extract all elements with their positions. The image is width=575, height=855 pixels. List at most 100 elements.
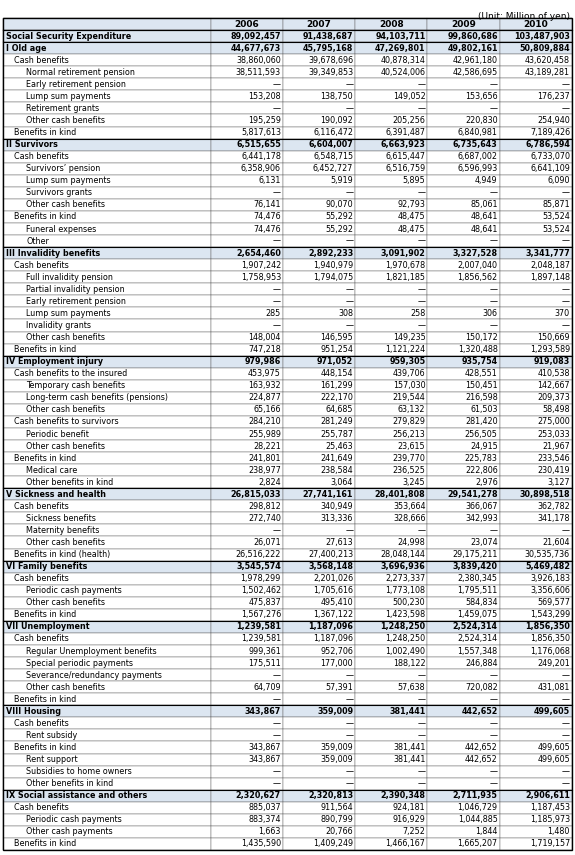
Text: Other cash benefits: Other cash benefits — [26, 333, 105, 342]
Bar — [427, 308, 500, 320]
Bar — [3, 42, 210, 54]
Text: 2,824: 2,824 — [258, 478, 281, 486]
Bar — [500, 392, 572, 404]
Text: 890,799: 890,799 — [320, 816, 353, 824]
Bar — [355, 476, 427, 488]
Text: Survivors grants: Survivors grants — [26, 188, 93, 198]
Text: 28,048,144: 28,048,144 — [381, 550, 426, 559]
Bar — [427, 79, 500, 91]
Text: 30,898,518: 30,898,518 — [519, 490, 570, 498]
Text: 1,856,350: 1,856,350 — [525, 622, 570, 632]
Text: —: — — [490, 188, 498, 198]
Text: —: — — [417, 297, 426, 306]
Bar — [283, 356, 355, 368]
Text: 92,793: 92,793 — [397, 200, 426, 209]
Bar — [355, 42, 427, 54]
Bar — [500, 404, 572, 416]
Text: 500,230: 500,230 — [393, 598, 426, 607]
Bar — [427, 18, 500, 30]
Text: —: — — [345, 695, 353, 704]
Bar — [283, 778, 355, 790]
Bar — [210, 416, 283, 428]
Bar — [283, 452, 355, 464]
Bar — [283, 259, 355, 271]
Text: 2,524,314: 2,524,314 — [458, 634, 498, 644]
Text: 249,201: 249,201 — [537, 658, 570, 668]
Bar — [500, 778, 572, 790]
Text: 924,181: 924,181 — [393, 804, 426, 812]
Bar — [283, 380, 355, 392]
Bar — [3, 247, 210, 259]
Text: 230,419: 230,419 — [538, 466, 570, 475]
Text: 442,652: 442,652 — [465, 743, 498, 752]
Text: 224,877: 224,877 — [248, 393, 281, 403]
Text: —: — — [345, 321, 353, 330]
Text: —: — — [490, 670, 498, 680]
Bar — [283, 693, 355, 705]
Text: Cash benefits to survivors: Cash benefits to survivors — [14, 417, 119, 427]
Text: 253,033: 253,033 — [538, 429, 570, 439]
Bar — [500, 320, 572, 332]
Text: 1,239,581: 1,239,581 — [236, 622, 281, 632]
Bar — [283, 741, 355, 753]
Bar — [283, 621, 355, 633]
Text: 1,121,224: 1,121,224 — [385, 345, 426, 354]
Text: 43,189,281: 43,189,281 — [525, 68, 570, 77]
Text: 2006: 2006 — [235, 20, 259, 28]
Bar — [210, 271, 283, 283]
Text: 284,210: 284,210 — [248, 417, 281, 427]
Text: —: — — [273, 695, 281, 704]
Text: 241,801: 241,801 — [248, 454, 281, 463]
Bar — [500, 802, 572, 814]
Text: 6,090: 6,090 — [547, 176, 570, 186]
Bar — [210, 778, 283, 790]
Bar — [355, 247, 427, 259]
Text: 2008: 2008 — [379, 20, 404, 28]
Bar — [500, 199, 572, 211]
Text: Survivors’ pension: Survivors’ pension — [26, 164, 101, 174]
Text: Benefits in kind (health): Benefits in kind (health) — [14, 550, 111, 559]
Bar — [355, 549, 427, 561]
Text: —: — — [490, 695, 498, 704]
Text: —: — — [345, 767, 353, 776]
Text: 150,172: 150,172 — [465, 333, 498, 342]
Bar — [283, 404, 355, 416]
Text: 89,092,457: 89,092,457 — [231, 32, 281, 40]
Text: 366,067: 366,067 — [465, 502, 498, 510]
Text: 1,567,276: 1,567,276 — [241, 610, 281, 619]
Bar — [427, 549, 500, 561]
Bar — [500, 186, 572, 199]
Bar — [283, 127, 355, 139]
Text: 428,551: 428,551 — [465, 369, 498, 378]
Bar — [427, 392, 500, 404]
Bar — [355, 30, 427, 42]
Text: 885,037: 885,037 — [248, 804, 281, 812]
Bar — [283, 150, 355, 162]
Bar — [500, 18, 572, 30]
Bar — [427, 669, 500, 681]
Text: —: — — [273, 719, 281, 728]
Text: 39,349,853: 39,349,853 — [308, 68, 353, 77]
Bar — [500, 645, 572, 657]
Bar — [3, 416, 210, 428]
Text: —: — — [490, 104, 498, 113]
Bar — [427, 826, 500, 838]
Bar — [427, 283, 500, 295]
Text: Other cash payments: Other cash payments — [26, 828, 113, 836]
Text: —: — — [345, 526, 353, 535]
Bar — [500, 753, 572, 765]
Text: 38,860,060: 38,860,060 — [236, 56, 281, 65]
Text: 48,641: 48,641 — [470, 225, 498, 233]
Text: 6,452,727: 6,452,727 — [313, 164, 353, 174]
Text: 91,438,687: 91,438,687 — [302, 32, 353, 40]
Text: Cash benefits: Cash benefits — [14, 502, 69, 510]
Bar — [500, 464, 572, 476]
Bar — [500, 332, 572, 344]
Text: 343,867: 343,867 — [245, 707, 281, 716]
Bar — [3, 464, 210, 476]
Text: 53,524: 53,524 — [542, 225, 570, 233]
Text: 6,516,759: 6,516,759 — [385, 164, 426, 174]
Bar — [427, 320, 500, 332]
Bar — [500, 295, 572, 308]
Bar — [210, 428, 283, 440]
